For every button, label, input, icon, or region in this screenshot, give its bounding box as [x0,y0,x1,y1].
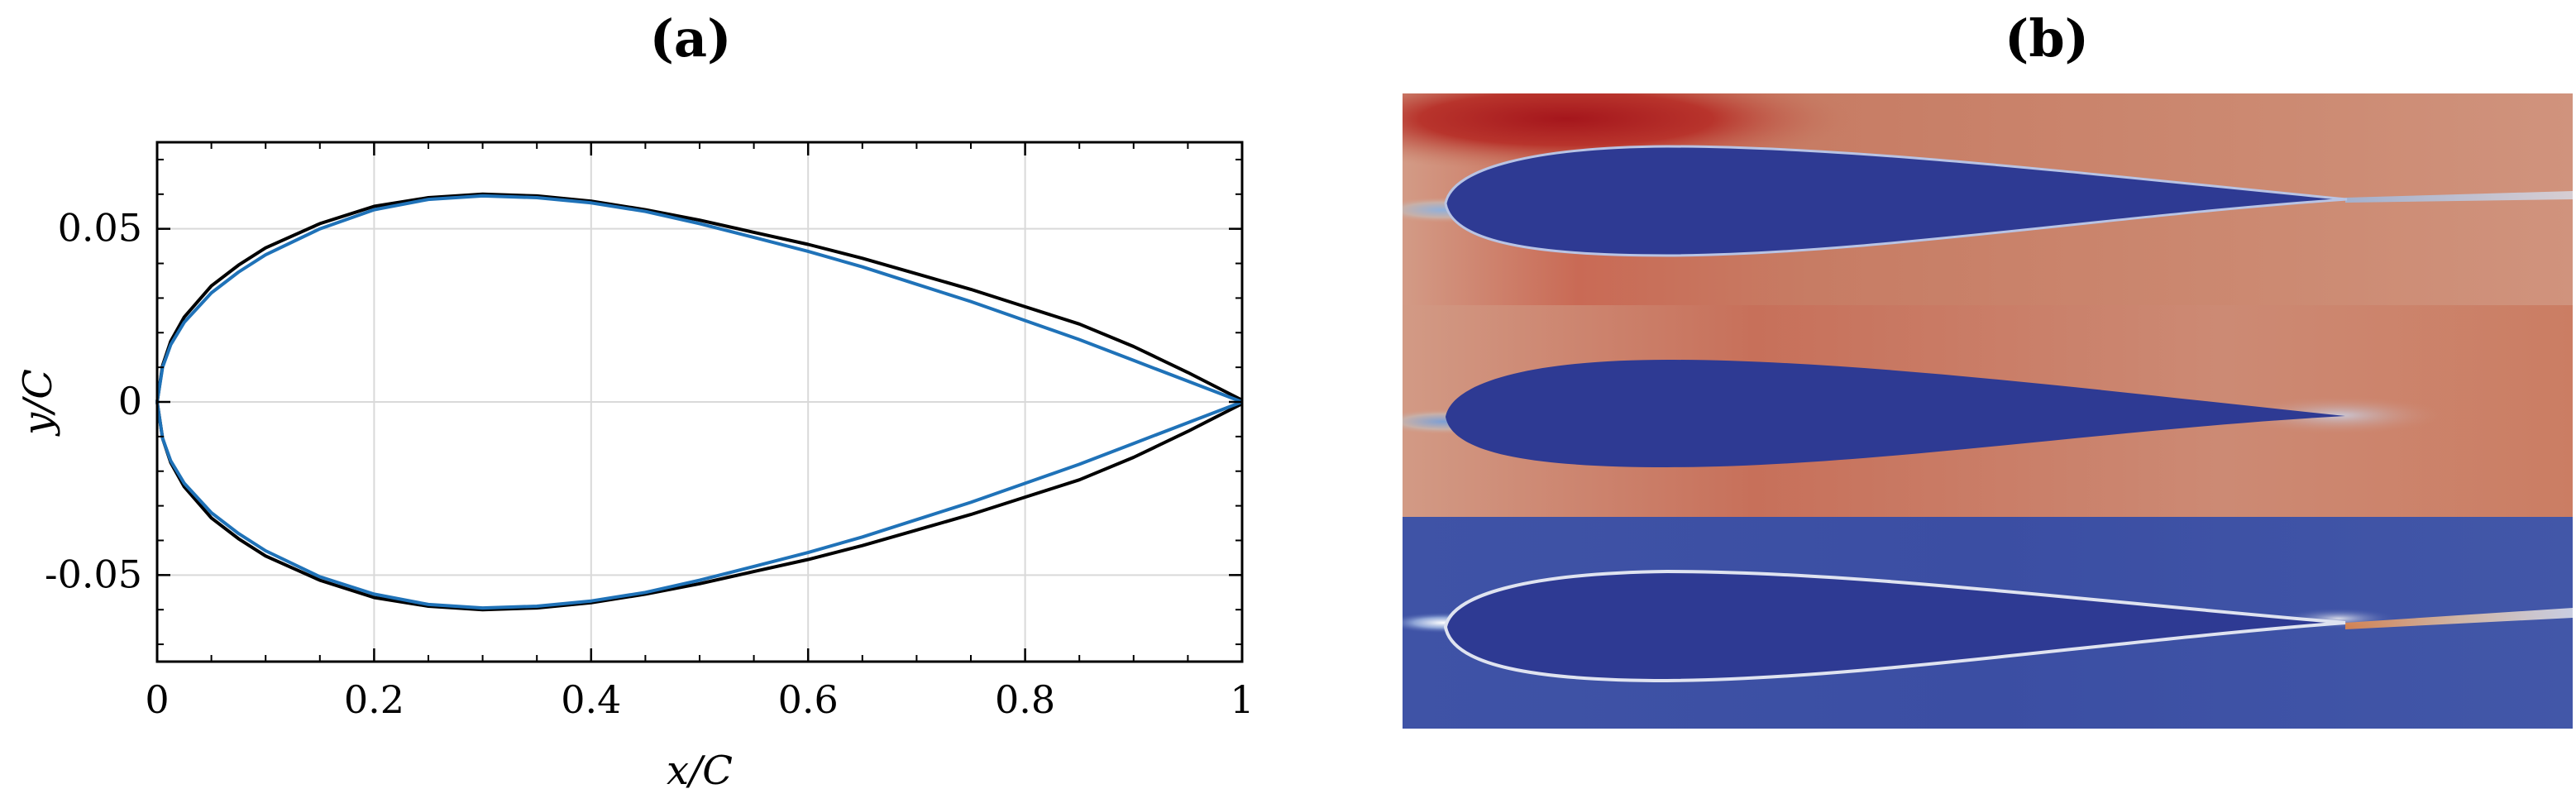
x-tick-label: 0.4 [561,677,621,722]
series-0-lower-surface [155,401,1243,612]
y-tick-label: -0.05 [45,552,142,596]
field-band-middle-image [1403,305,2573,517]
series-layer [155,192,1243,612]
x-tick-label: 0 [145,677,169,722]
field-band-bottom [1403,517,2573,729]
field-band-bottom-image [1403,517,2573,729]
airfoil-body-bottom [1443,569,2346,683]
x-tick-label: 0.8 [995,677,1055,722]
series-0-upper-surface [155,192,1243,403]
y-tick-label: 0.05 [58,206,142,251]
x-axis-label: x/C [667,748,733,794]
x-tick-label: 1 [1230,677,1254,722]
airfoil-body-top [1444,145,2348,257]
airfoil-profile-chart: 0 0.2 0.4 0.6 0.8 1 -0.05 0 0.05 x/C y/C [15,141,1255,794]
flow-field-panel [1403,93,2573,729]
field-band-middle [1403,305,2573,517]
y-axis-label: y/C [15,369,61,437]
field-band-top-image [1403,93,2573,305]
series-1-upper-surface [155,194,1243,404]
y-tick-label: 0 [118,379,142,423]
series-1-lower-surface [155,400,1243,610]
airfoil-body-middle [1446,360,2345,467]
field-band-top [1403,93,2573,305]
tick-labels: 0 0.2 0.4 0.6 0.8 1 -0.05 0 0.05 [45,206,1255,722]
ticks [155,142,1244,662]
panel-a-label: (a) [649,8,732,69]
x-tick-label: 0.2 [344,677,404,722]
x-tick-label: 0.6 [778,677,839,722]
panel-b-label: (b) [2004,8,2090,69]
